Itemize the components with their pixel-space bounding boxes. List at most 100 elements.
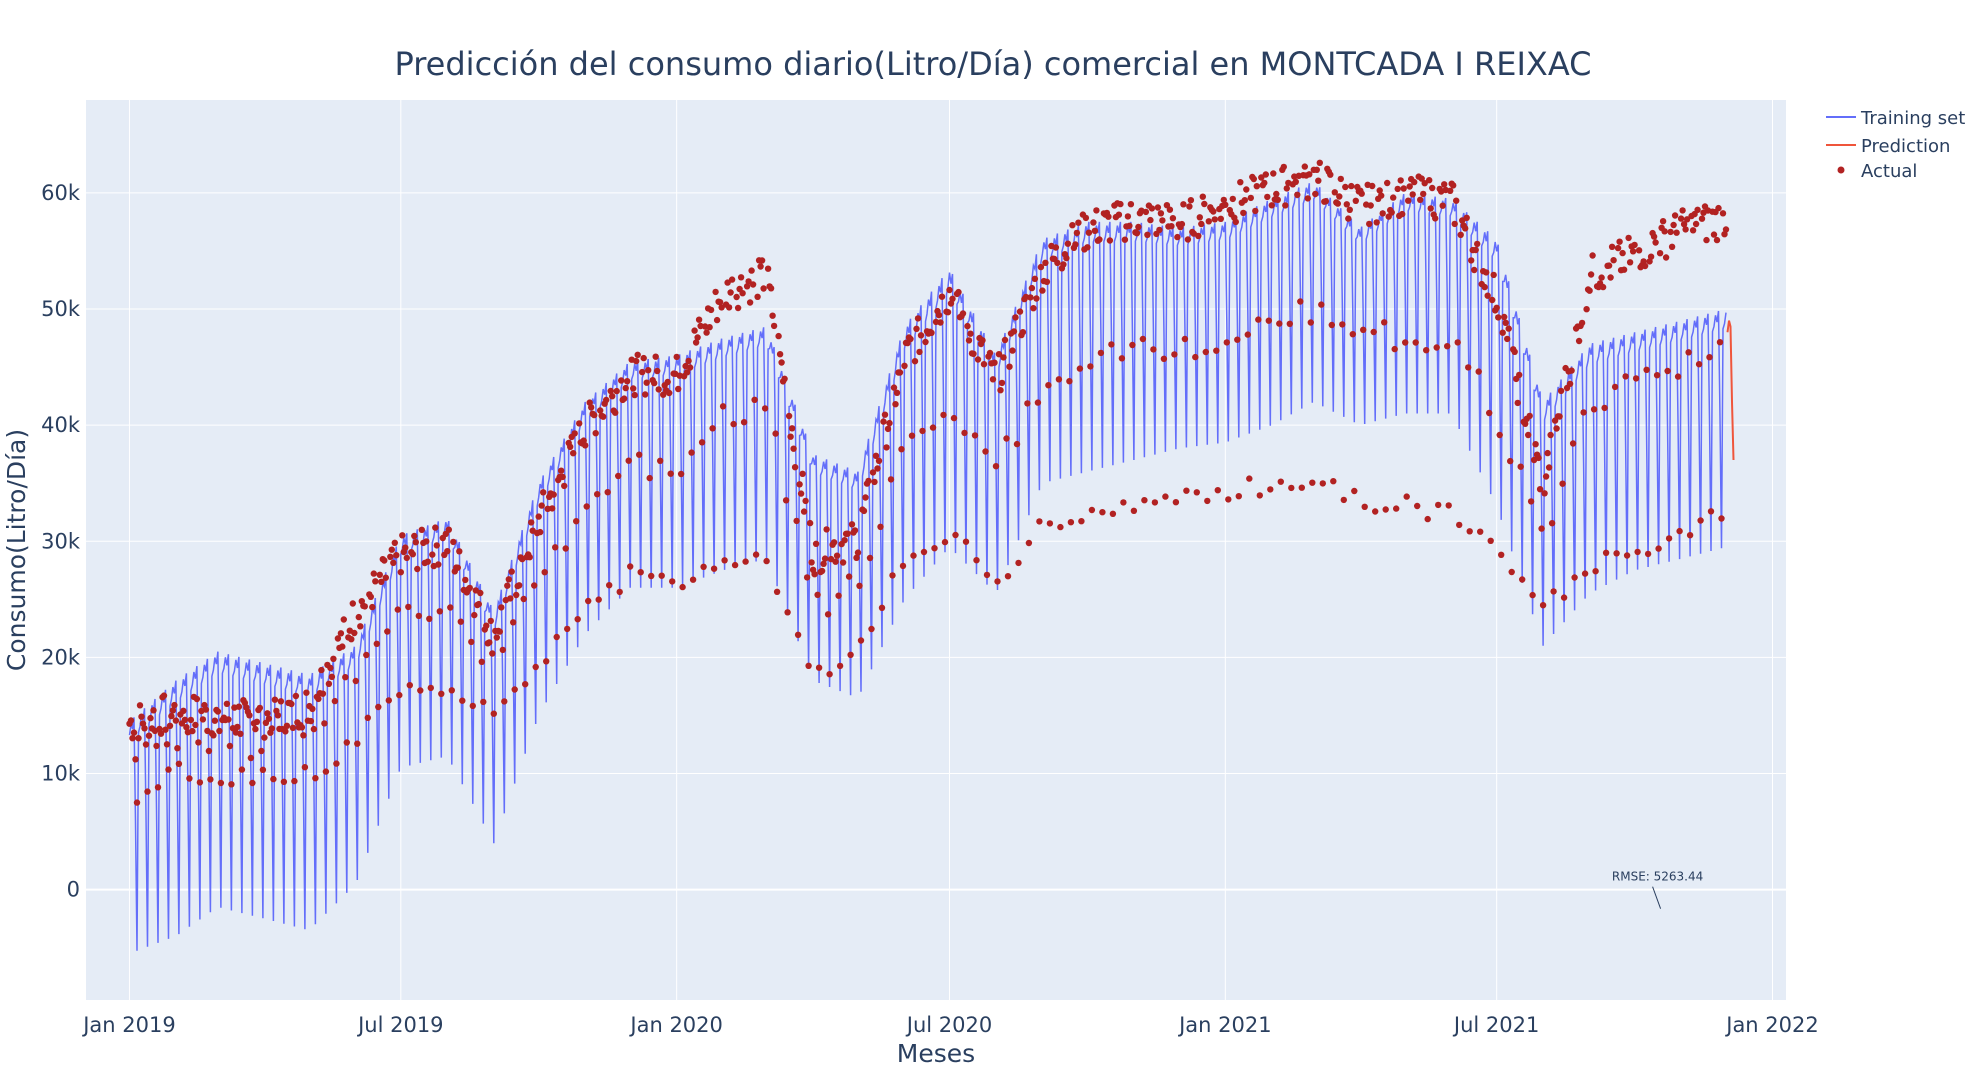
actual-point bbox=[1605, 262, 1613, 269]
actual-point bbox=[573, 518, 580, 525]
actual-point bbox=[1390, 194, 1397, 201]
actual-point bbox=[1508, 568, 1515, 576]
actual-point bbox=[745, 278, 752, 285]
actual-point bbox=[1129, 341, 1136, 349]
actual-point bbox=[739, 290, 746, 297]
actual-point bbox=[1195, 232, 1202, 240]
actual-point bbox=[1529, 591, 1536, 599]
actual-point bbox=[716, 299, 724, 306]
actual-point bbox=[166, 722, 174, 729]
actual-point bbox=[1162, 493, 1169, 500]
actual-point bbox=[667, 470, 674, 477]
actual-point bbox=[1662, 254, 1670, 261]
actual-point bbox=[1034, 399, 1042, 406]
actual-point bbox=[394, 606, 401, 613]
actual-point bbox=[1133, 230, 1141, 237]
actual-point bbox=[1535, 454, 1542, 462]
actual-point bbox=[381, 557, 388, 564]
actual-point bbox=[1072, 241, 1079, 248]
actual-point bbox=[1548, 520, 1556, 527]
actual-point bbox=[580, 437, 587, 444]
legend[interactable]: Training set Prediction Actual bbox=[1826, 108, 1965, 182]
actual-point bbox=[1180, 201, 1187, 208]
actual-point bbox=[1220, 196, 1228, 204]
actual-point bbox=[217, 779, 225, 787]
actual-point bbox=[913, 325, 920, 332]
actual-point bbox=[480, 698, 487, 706]
actual-point bbox=[253, 718, 261, 725]
actual-point bbox=[1722, 226, 1730, 233]
actual-point bbox=[1240, 209, 1247, 217]
actual-point bbox=[528, 519, 535, 526]
legend-item-actual[interactable]: Actual bbox=[1837, 161, 1918, 182]
actual-point bbox=[1538, 525, 1545, 532]
actual-point bbox=[1566, 380, 1574, 387]
legend-label-training-set: Training set bbox=[1860, 108, 1965, 129]
actual-point bbox=[369, 603, 376, 611]
y-axis-title: Consumo(Litro/Día) bbox=[2, 429, 31, 671]
actual-point bbox=[133, 799, 141, 806]
actual-point bbox=[743, 283, 751, 290]
actual-point bbox=[471, 611, 478, 619]
actual-point bbox=[402, 544, 409, 551]
actual-point bbox=[1372, 508, 1379, 515]
actual-point bbox=[603, 396, 610, 404]
actual-point bbox=[1340, 496, 1348, 504]
actual-point bbox=[1489, 296, 1496, 304]
actual-point bbox=[127, 717, 135, 724]
actual-point bbox=[325, 680, 333, 687]
actual-point bbox=[169, 707, 177, 714]
actual-point bbox=[1210, 208, 1217, 215]
actual-point bbox=[1159, 217, 1166, 224]
actual-point bbox=[1031, 275, 1039, 282]
actual-point bbox=[615, 472, 622, 480]
actual-point bbox=[658, 572, 665, 579]
actual-point bbox=[1268, 202, 1276, 209]
actual-point bbox=[761, 405, 769, 412]
actual-point bbox=[216, 727, 223, 735]
legend-item-training-set[interactable]: Training set bbox=[1826, 108, 1965, 129]
actual-point bbox=[1213, 347, 1220, 354]
actual-point bbox=[847, 651, 854, 658]
actual-point bbox=[1222, 201, 1229, 208]
actual-point bbox=[1273, 190, 1280, 198]
x-tick-label: Jan 2022 bbox=[1724, 1013, 1819, 1037]
actual-point bbox=[797, 490, 805, 497]
actual-point bbox=[1187, 197, 1195, 204]
actual-point bbox=[1244, 331, 1252, 338]
actual-point bbox=[1033, 295, 1040, 302]
actual-point bbox=[1598, 274, 1605, 281]
actual-point bbox=[1087, 363, 1094, 370]
actual-point bbox=[1614, 244, 1622, 252]
actual-point bbox=[319, 690, 327, 697]
actual-point bbox=[1457, 231, 1464, 238]
actual-point bbox=[1027, 294, 1034, 301]
actual-point bbox=[189, 727, 196, 735]
actual-point bbox=[288, 700, 295, 708]
actual-point bbox=[1045, 382, 1052, 389]
actual-point bbox=[1075, 219, 1082, 226]
actual-point bbox=[1622, 373, 1629, 380]
actual-point bbox=[1223, 339, 1231, 346]
actual-point bbox=[1411, 178, 1418, 186]
actual-point bbox=[591, 411, 598, 419]
actual-point bbox=[1435, 501, 1442, 509]
actual-point bbox=[1057, 523, 1064, 531]
actual-point bbox=[944, 309, 952, 316]
actual-point bbox=[1066, 378, 1073, 385]
actual-point bbox=[758, 257, 766, 264]
actual-point bbox=[1527, 498, 1535, 505]
actual-point bbox=[540, 489, 547, 496]
actual-point bbox=[994, 578, 1001, 585]
actual-point bbox=[1490, 271, 1497, 279]
actual-point bbox=[1241, 197, 1249, 204]
actual-point bbox=[1339, 321, 1346, 328]
legend-label-actual: Actual bbox=[1861, 161, 1917, 182]
actual-point bbox=[884, 425, 892, 433]
actual-point bbox=[1370, 328, 1377, 336]
legend-item-prediction[interactable]: Prediction bbox=[1826, 136, 1950, 157]
actual-point bbox=[415, 612, 422, 620]
actual-point bbox=[922, 338, 929, 346]
actual-point bbox=[844, 530, 851, 537]
actual-point bbox=[1569, 440, 1577, 447]
